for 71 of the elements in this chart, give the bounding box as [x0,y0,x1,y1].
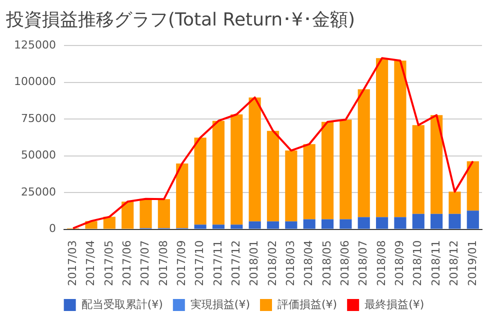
bar [158,199,170,228]
bar [212,224,225,229]
x-tick-label: 2017/12 [230,240,243,286]
bar [194,224,206,229]
x-tick-label: 2018/06 [338,240,352,286]
bar [176,163,188,228]
x-tick-label: 2018/04 [302,240,316,286]
bar [448,214,461,229]
y-tick-label: 100000 [14,75,56,88]
legend-label: 配当受取累計(¥) [81,298,163,311]
bar [303,219,316,229]
chart-title: 投資損益推移グラフ(Total Return･¥･金額) [5,9,355,30]
bar [358,89,370,218]
bar [248,221,261,229]
bar [194,138,206,225]
bar [122,202,134,229]
x-tick-label: 2017/09 [174,240,188,286]
bar [230,114,243,225]
x-tick-label: 2017/08 [156,240,170,286]
y-tick-label: 50000 [20,148,56,162]
bar [285,221,298,229]
bar [321,219,334,229]
bar [376,217,388,229]
x-tick-label: 2018/08 [374,240,388,286]
y-tick-label: 75000 [20,112,56,125]
bar [266,221,280,229]
x-tick-label: 2018/02 [266,240,279,286]
bar [412,125,424,214]
y-tick-label: 125000 [14,38,56,52]
x-tick-label: 2019/01 [466,240,479,286]
bar [212,120,225,225]
x-tick-label: 2018/03 [284,240,298,286]
x-tick-label: 2018/05 [320,240,334,286]
bar [321,122,334,220]
bar [466,161,479,211]
bar [376,58,388,218]
legend-label: 実現損益(¥) [190,298,250,311]
y-tick-label: 25000 [20,185,56,198]
x-tick-label: 2018/12 [448,240,461,286]
x-tick-label: 2018/10 [411,240,424,286]
x-tick-label: 2018/07 [356,240,370,286]
legend-label: 最終損益(¥) [364,298,424,311]
bar [340,219,352,229]
y-tick-label: 0 [48,222,56,236]
legend-label: 評価損益(¥) [278,298,338,311]
bar [394,60,406,218]
bar [430,214,443,229]
bar [448,192,461,214]
x-tick-label: 2017/03 [66,240,79,286]
bar [394,217,406,229]
x-tick-label: 2018/09 [393,240,406,286]
bar [140,198,152,228]
bar [103,216,116,229]
bar [430,115,443,214]
x-tick-label: 2017/11 [211,240,224,286]
bar [303,144,316,220]
x-tick-label: 2017/04 [84,240,98,286]
x-tick-label: 2017/07 [138,240,152,286]
bar [466,210,479,229]
bar [230,224,243,229]
x-tick-label: 2017/06 [120,240,134,286]
bar [285,150,298,222]
bar [358,217,370,229]
x-tick-label: 2018/11 [429,240,442,286]
bar [412,214,424,229]
x-tick-label: 2017/10 [193,240,206,286]
bar [266,130,280,222]
bar [340,120,352,220]
bar [248,97,261,222]
x-tick-label: 2018/01 [248,240,261,286]
x-tick-label: 2017/05 [102,240,116,286]
